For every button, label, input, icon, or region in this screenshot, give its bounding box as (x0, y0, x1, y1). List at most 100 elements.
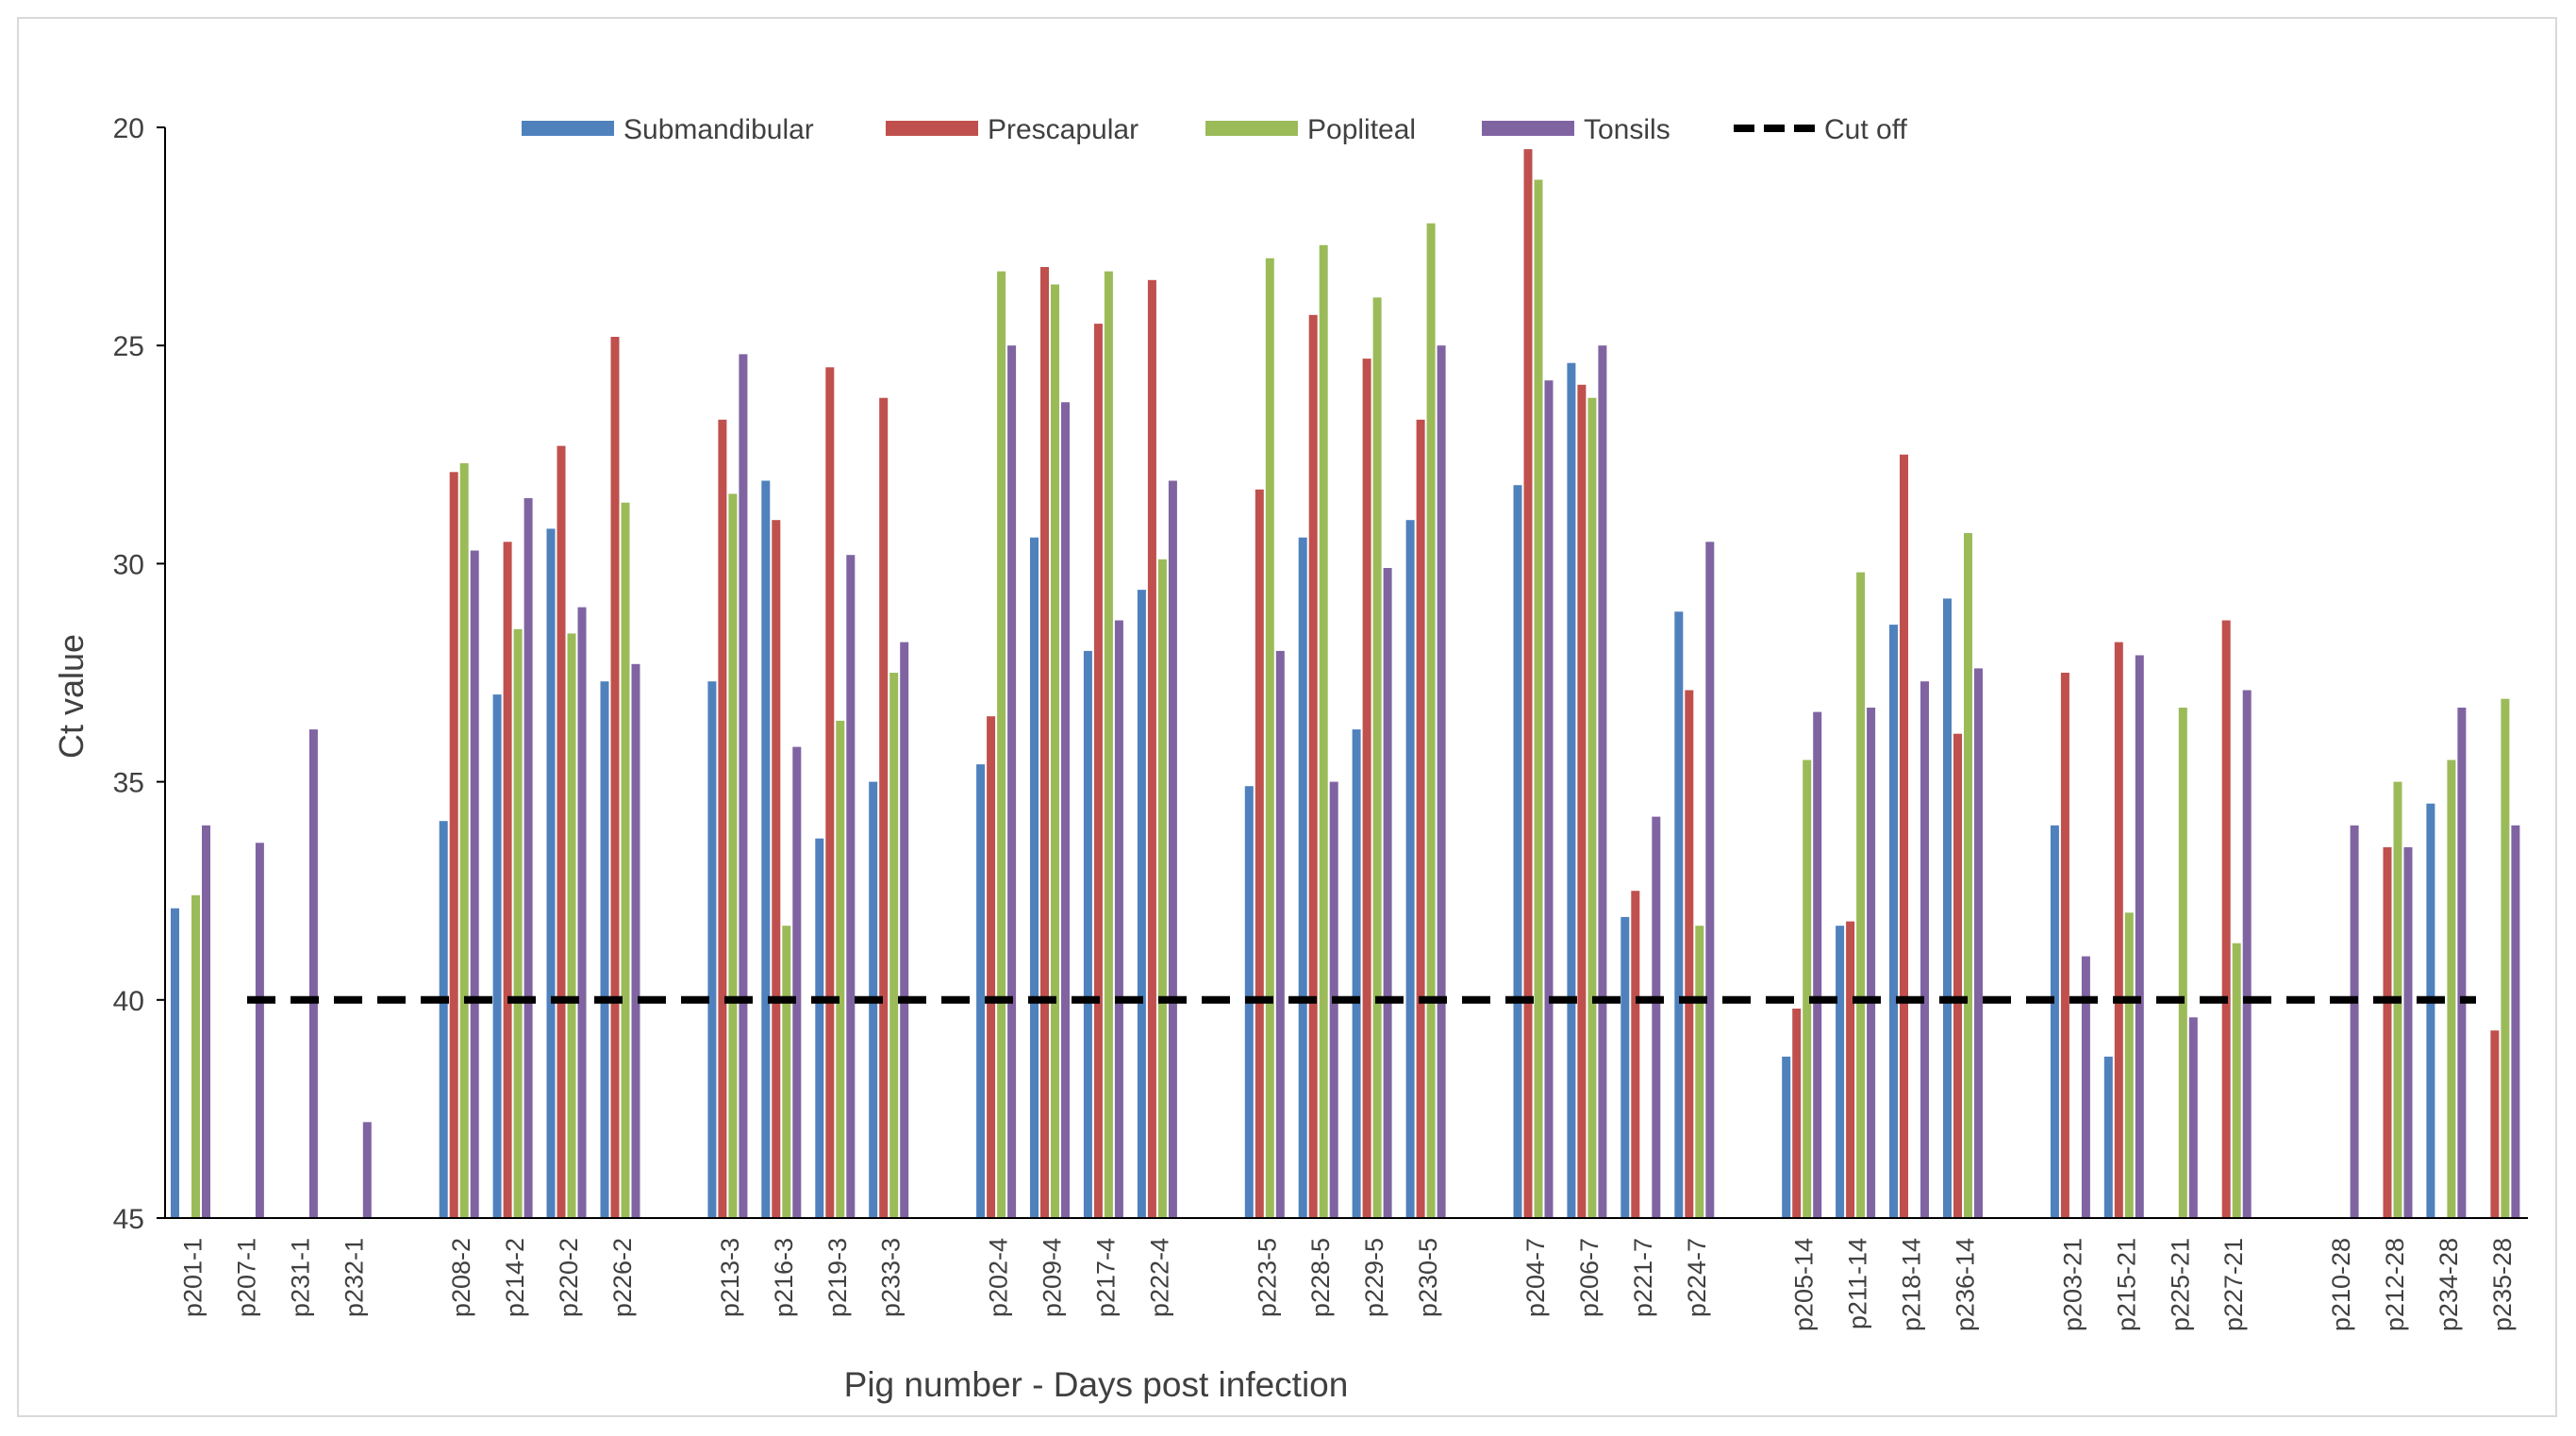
bar-tonsils-p209-4 (1061, 402, 1070, 1218)
legend-label-prescapular: Prescapular (988, 114, 1138, 145)
bar-prescapular-p205-14 (1792, 1009, 1802, 1218)
bar-tonsils-p204-7 (1544, 380, 1554, 1218)
bar-popliteal-p215-21 (2124, 912, 2134, 1218)
bar-popliteal-p219-3 (836, 720, 845, 1218)
bar-popliteal-p222-4 (1157, 559, 1167, 1218)
x-tick-label: p236-14 (1952, 1238, 1980, 1331)
bar-submandibular-p234-28 (2426, 803, 2435, 1218)
bar-popliteal-p201-1 (191, 894, 200, 1218)
bar-tonsils-p213-3 (739, 354, 748, 1218)
bar-submandibular-p214-2 (492, 694, 502, 1218)
bar-tonsils-p224-7 (1705, 542, 1715, 1218)
x-tick-label: p216-3 (770, 1238, 798, 1317)
bar-tonsils-p219-3 (846, 555, 856, 1218)
bar-prescapular-p215-21 (2114, 642, 2123, 1218)
bar-prescapular-p204-7 (1523, 149, 1533, 1219)
bar-popliteal-p216-3 (782, 926, 791, 1218)
bar-prescapular-p212-28 (2383, 847, 2392, 1218)
bar-tonsils-p220-2 (577, 607, 587, 1218)
bar-popliteal-p202-4 (997, 271, 1006, 1219)
bar-tonsils-p211-14 (1867, 708, 1876, 1218)
bar-tonsils-p201-1 (202, 825, 210, 1218)
bar-prescapular-p206-7 (1577, 384, 1587, 1218)
bar-tonsils-p212-28 (2403, 847, 2413, 1218)
legend-swatch-submandibular (522, 121, 614, 136)
bars-layer (171, 149, 2520, 1219)
bar-prescapular-p217-4 (1093, 324, 1103, 1219)
y-tick-label: 30 (113, 549, 144, 580)
x-tick-label: p225-21 (2166, 1238, 2194, 1331)
bar-popliteal-p228-5 (1319, 244, 1328, 1218)
x-tick-label: p235-28 (2488, 1238, 2517, 1331)
legend: Submandibular Prescapular Popliteal Tonsils… (522, 114, 1907, 145)
bar-tonsils-p214-2 (524, 498, 533, 1218)
bar-prescapular-p220-2 (557, 445, 566, 1219)
bar-tonsils-p202-4 (1007, 345, 1017, 1218)
bar-popliteal-p211-14 (1856, 572, 1866, 1218)
bar-popliteal-p227-21 (2232, 943, 2241, 1218)
bar-tonsils-p210-28 (2350, 825, 2359, 1218)
bar-tonsils-p236-14 (1974, 668, 1983, 1218)
bar-submandibular-p201-1 (171, 908, 179, 1218)
legend-swatch-prescapular (886, 121, 978, 136)
x-tick-label: p206-7 (1575, 1238, 1604, 1317)
x-tick-label: p233-3 (877, 1238, 906, 1317)
bar-submandibular-p203-21 (2050, 825, 2059, 1218)
x-tick-label: p222-4 (1145, 1238, 1173, 1317)
bar-submandibular-p220-2 (546, 528, 556, 1218)
bar-prescapular-p216-3 (772, 520, 781, 1218)
x-tick-label: p207-1 (232, 1238, 260, 1317)
bar-submandibular-p228-5 (1298, 537, 1307, 1218)
bar-submandibular-p206-7 (1567, 362, 1576, 1218)
bar-tonsils-p215-21 (2135, 655, 2144, 1218)
bar-tonsils-p225-21 (2188, 1017, 2198, 1218)
legend-label-submandibular: Submandibular (623, 114, 814, 145)
x-tick-label: p218-14 (1898, 1238, 1926, 1331)
x-tick-label: p209-4 (1039, 1238, 1067, 1317)
bar-submandibular-p229-5 (1352, 729, 1361, 1218)
bar-prescapular-p230-5 (1416, 419, 1425, 1218)
bar-submandibular-p218-14 (1889, 625, 1898, 1218)
bar-submandibular-p224-7 (1674, 611, 1684, 1218)
x-tick-label: p212-28 (2381, 1238, 2409, 1331)
bar-popliteal-p236-14 (1964, 533, 1972, 1218)
legend-label-popliteal: Popliteal (1307, 114, 1416, 145)
bar-tonsils-p226-2 (631, 663, 640, 1218)
bar-submandibular-p202-4 (976, 764, 986, 1218)
bar-popliteal-p230-5 (1426, 223, 1436, 1219)
bar-tonsils-p217-4 (1114, 620, 1123, 1218)
bar-popliteal-p208-2 (459, 463, 469, 1218)
x-tick-label: p231-1 (286, 1238, 314, 1317)
bar-tonsils-p223-5 (1275, 650, 1285, 1218)
bar-tonsils-p216-3 (792, 746, 802, 1218)
bar-prescapular-p209-4 (1040, 267, 1049, 1218)
bar-submandibular-p230-5 (1405, 520, 1415, 1218)
bar-submandibular-p217-4 (1083, 650, 1092, 1218)
bar-tonsils-p218-14 (1920, 681, 1929, 1218)
y-tick-label: 35 (113, 768, 144, 799)
bar-submandibular-p204-7 (1513, 485, 1522, 1218)
bar-popliteal-p204-7 (1534, 179, 1543, 1218)
bar-tonsils-p231-1 (308, 729, 318, 1218)
bar-submandibular-p219-3 (815, 838, 824, 1218)
bar-tonsils-p227-21 (2242, 690, 2252, 1218)
bar-submandibular-p209-4 (1030, 537, 1039, 1218)
x-tick-label: p203-21 (2058, 1238, 2086, 1331)
bar-prescapular-p227-21 (2221, 620, 2231, 1218)
axes-layer: 20 25 30 35 40 45 p201-1 p207-1 p231-1 p232-1 p208… (113, 113, 2528, 1331)
bar-prescapular-p222-4 (1147, 279, 1156, 1218)
x-tick-label: p210-28 (2327, 1238, 2355, 1331)
bar-tonsils-p203-21 (2081, 956, 2090, 1218)
x-axis-title: Pig number - Days post infection (844, 1365, 1349, 1404)
bar-prescapular-p226-2 (610, 337, 620, 1218)
bar-prescapular-p219-3 (825, 367, 835, 1218)
bar-tonsils-p222-4 (1168, 480, 1177, 1218)
y-tick-label: 40 (113, 986, 144, 1017)
bar-prescapular-p218-14 (1900, 454, 1908, 1218)
x-tick-label: p221-7 (1629, 1238, 1657, 1317)
bar-submandibular-p215-21 (2103, 1056, 2113, 1218)
x-tick-label: p227-21 (2219, 1238, 2248, 1331)
x-tick-label: p224-7 (1683, 1238, 1711, 1317)
bar-popliteal-p217-4 (1104, 271, 1113, 1219)
